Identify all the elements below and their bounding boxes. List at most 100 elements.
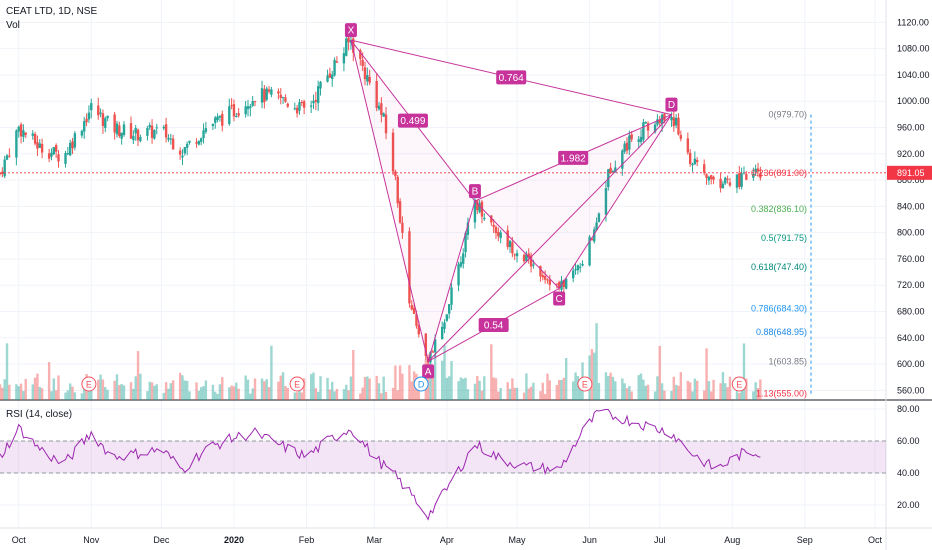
candle-body (211, 124, 215, 126)
candle-body (113, 114, 116, 133)
ratio-label[interactable]: 1.982 (558, 150, 589, 165)
volume-bar (644, 385, 647, 400)
pattern-point-d[interactable]: D (665, 97, 678, 112)
candle-body (260, 88, 264, 103)
ratio-label-bg (478, 317, 509, 332)
earnings-icon (81, 376, 97, 392)
earnings-marker[interactable]: E (81, 376, 97, 392)
volume-bar (71, 386, 74, 400)
candle-body (181, 155, 184, 158)
volume-bar (555, 384, 559, 400)
volume-bar (686, 380, 690, 400)
ratio-label[interactable]: 0.54 (478, 317, 509, 332)
candle-body (625, 142, 629, 151)
volume-bar (691, 391, 694, 400)
candle-body (3, 159, 6, 177)
candle-body (679, 135, 683, 139)
pattern-point-a-bg (422, 364, 435, 379)
candle-body (169, 138, 172, 140)
candle-body (326, 75, 329, 82)
candle-body (54, 145, 58, 152)
candle-body (178, 150, 182, 155)
volume-bar (375, 375, 378, 400)
candle-body (31, 133, 34, 136)
candle-body (508, 240, 512, 248)
pattern-point-c[interactable]: C (553, 291, 566, 306)
earnings-marker[interactable]: E (577, 376, 593, 392)
volume-bar (384, 391, 388, 400)
pattern-point-b[interactable]: B (468, 184, 481, 199)
volume-bar (656, 376, 659, 400)
price-tick-label: 800.00 (897, 228, 925, 238)
price-tick-label: 600.00 (897, 359, 925, 369)
volume-bar (221, 377, 224, 400)
candle-body (646, 123, 650, 131)
candle-body (331, 74, 334, 79)
volume-bar (653, 391, 657, 400)
candle-body (621, 150, 624, 169)
volume-bar (380, 393, 383, 400)
candle-body (604, 188, 608, 215)
rsi-tick-label: 80.00 (897, 404, 920, 414)
pattern-point-x[interactable]: X (344, 23, 357, 38)
candle-body (415, 314, 418, 326)
earnings-marker[interactable]: E (289, 376, 305, 392)
volume-bar (408, 365, 411, 400)
time-tick-label: Oct (12, 535, 27, 545)
volume-bar (251, 388, 254, 400)
candle-body (431, 351, 435, 353)
volume-bar (316, 391, 320, 400)
candle-body (24, 132, 27, 135)
volume-bar (136, 351, 140, 400)
volume-bar (99, 374, 102, 400)
candle-body (17, 126, 20, 132)
candle-body (539, 265, 542, 277)
candle-body (38, 143, 41, 148)
volume-bar (216, 393, 219, 400)
ratio-label[interactable]: 0.764 (496, 70, 527, 85)
volume-bar (64, 392, 67, 400)
event-markers[interactable]: E E E ED (81, 376, 747, 392)
volume-bar (571, 381, 575, 400)
volume-bar (754, 382, 757, 400)
volume-bar (511, 378, 514, 400)
candle-body (363, 67, 367, 80)
candle-body (333, 59, 336, 76)
candle-body (279, 94, 282, 99)
candle-body (412, 307, 416, 314)
volume-bar (342, 389, 346, 400)
candle-body (740, 173, 743, 187)
ratio-label[interactable]: 0.499 (397, 113, 428, 128)
earnings-marker[interactable]: E (731, 376, 747, 392)
candle-body (197, 140, 201, 145)
candle-body (36, 142, 39, 149)
candle-body (15, 130, 18, 158)
candle-body (410, 305, 413, 310)
fib-level-label: 1(603.85) (768, 357, 807, 367)
volume-bar (218, 384, 222, 400)
dividend-marker[interactable]: D (413, 376, 429, 392)
candle-body (80, 130, 84, 136)
volume-bar (17, 386, 20, 400)
volume-bar (232, 386, 236, 400)
volume-bar (464, 377, 467, 400)
candle-body (759, 173, 762, 178)
volume-bar (181, 375, 184, 400)
candle-body (375, 80, 378, 108)
candle-body (745, 174, 748, 180)
earnings-icon (577, 376, 593, 392)
dividend-icon (413, 376, 429, 392)
volume-bar (759, 379, 762, 400)
candle-body (164, 124, 168, 138)
volume-bar (284, 386, 287, 400)
volume-bar (249, 393, 252, 400)
volume-bar (548, 380, 551, 400)
volume-bar (745, 378, 748, 400)
candle-body (300, 102, 304, 104)
volume-bar (120, 383, 123, 400)
harmonic-pattern[interactable]: X A B C D 0.499 0.764 0.54 1.982 (344, 23, 678, 379)
time-tick-label: Mar (367, 535, 383, 545)
pattern-point-a[interactable]: A (422, 364, 435, 379)
candle-body (253, 101, 257, 103)
